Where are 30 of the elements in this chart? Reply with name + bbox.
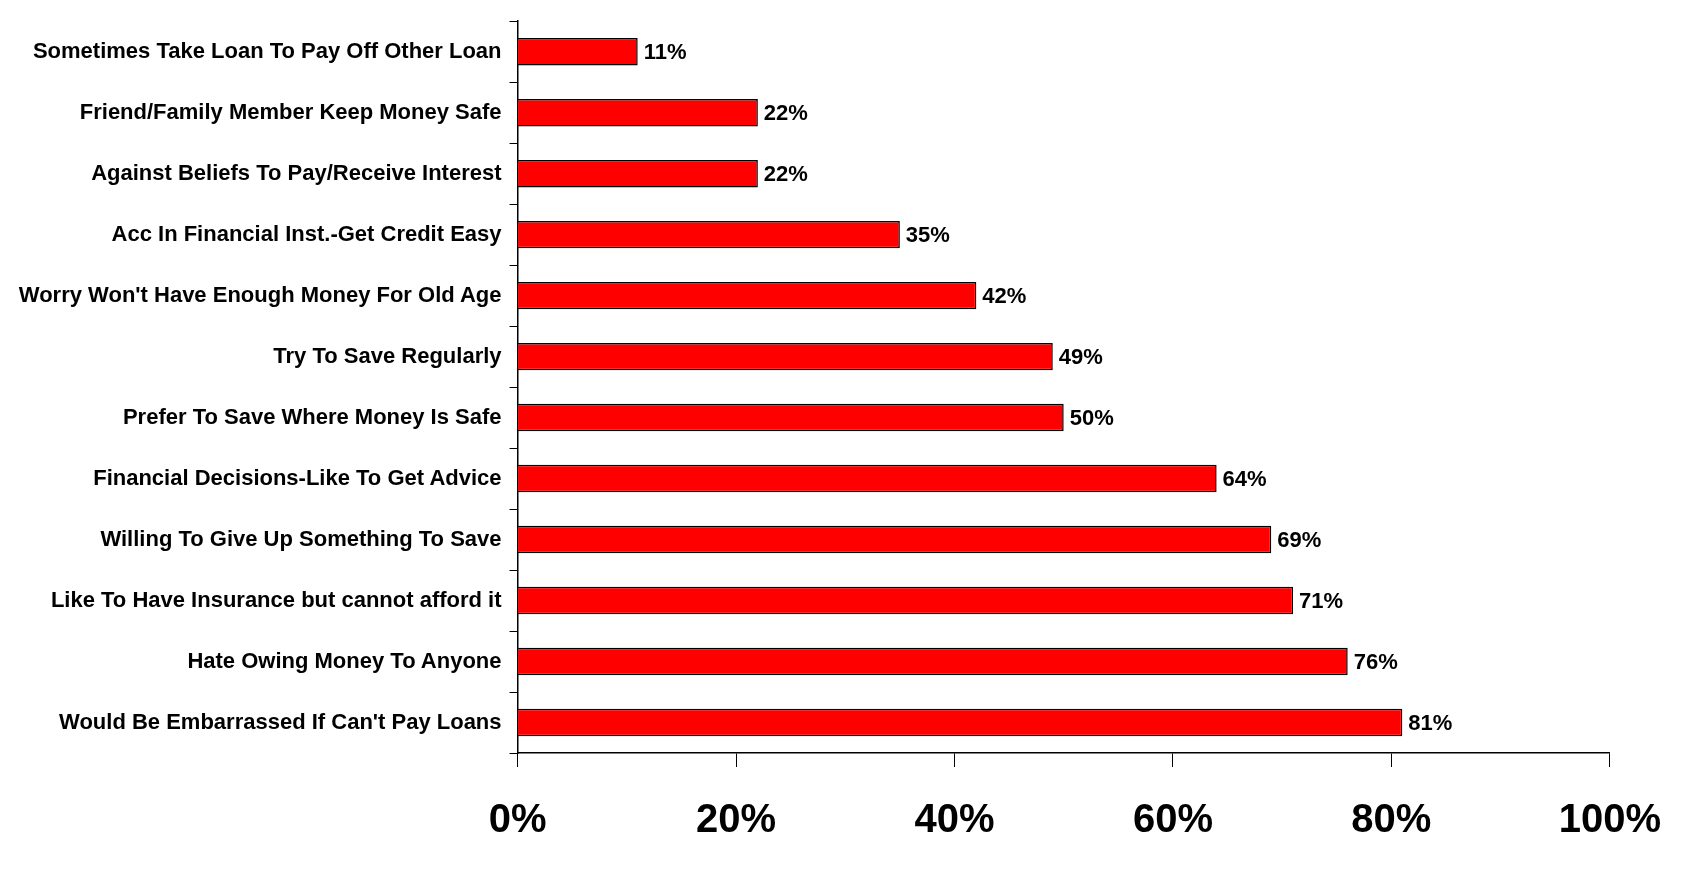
data-label: 42% bbox=[982, 282, 1027, 308]
x-tick-label: 80% bbox=[1351, 796, 1432, 841]
data-label: 71% bbox=[1299, 587, 1344, 613]
data-label: 50% bbox=[1069, 404, 1114, 430]
y-tick-label: Friend/Family Member Keep Money Safe bbox=[79, 98, 502, 124]
data-label: 11% bbox=[643, 38, 687, 64]
x-tick-label: 60% bbox=[1132, 796, 1213, 841]
data-label: 69% bbox=[1277, 526, 1322, 552]
data-label: 64% bbox=[1222, 465, 1267, 491]
x-tick-label: 0% bbox=[488, 796, 547, 841]
data-label: 35% bbox=[905, 221, 950, 247]
y-tick-label: Try To Save Regularly bbox=[273, 342, 503, 368]
y-tick-label: Like To Have Insurance but cannot afford it bbox=[50, 586, 503, 612]
y-tick-label: Acc In Financial Inst.-Get Credit Easy bbox=[111, 220, 503, 246]
data-label: 22% bbox=[763, 160, 808, 186]
data-label: 76% bbox=[1353, 648, 1398, 674]
y-tick-label: Financial Decisions-Like To Get Advice bbox=[93, 464, 502, 490]
data-label: 81% bbox=[1408, 709, 1453, 735]
y-tick-label: Worry Won't Have Enough Money For Old Age bbox=[18, 281, 502, 307]
y-tick-label: Against Beliefs To Pay/Receive Interest bbox=[91, 159, 503, 185]
data-label: 49% bbox=[1058, 343, 1103, 369]
y-tick-label: Willing To Give Up Something To Save bbox=[100, 525, 502, 551]
data-label: 22% bbox=[763, 99, 808, 125]
y-tick-label: Prefer To Save Where Money Is Safe bbox=[122, 403, 502, 429]
y-tick-label: Sometimes Take Loan To Pay Off Other Loan bbox=[32, 37, 502, 63]
x-tick-label: 40% bbox=[914, 796, 995, 841]
y-tick-label: Hate Owing Money To Anyone bbox=[187, 647, 502, 673]
y-tick-label: Would Be Embarrassed If Can't Pay Loans bbox=[59, 708, 502, 734]
x-tick-label: 100% bbox=[1558, 796, 1661, 841]
x-tick-label: 20% bbox=[695, 796, 777, 841]
